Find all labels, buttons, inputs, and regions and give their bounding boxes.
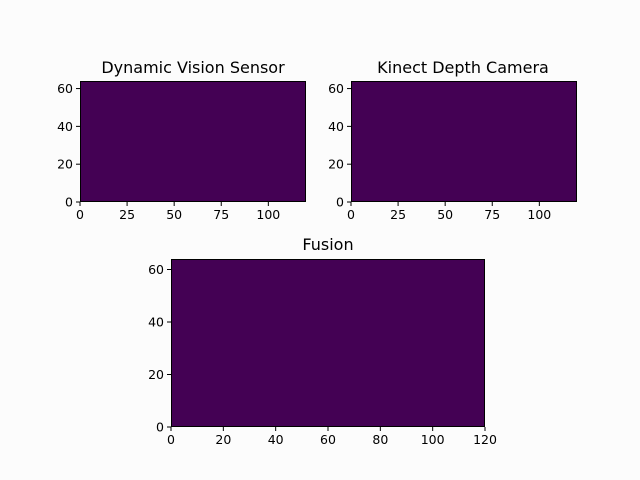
axis-ticks: 0 20 40 60 80 100 120 0 20 40 60	[148, 262, 497, 447]
panel-title: Dynamic Vision Sensor	[101, 58, 285, 77]
panel-title: Fusion	[302, 235, 353, 254]
x-tick-label: 40	[268, 432, 284, 447]
panel-dynamic-vision-sensor: Dynamic Vision Sensor 0 25 50 75 100 0 20 40 60	[57, 58, 306, 222]
x-tick-label: 50	[437, 207, 453, 222]
x-tick-label: 0	[76, 207, 84, 222]
heatmap-image	[171, 259, 485, 427]
axes-frame	[80, 81, 306, 202]
heatmap-image	[80, 81, 306, 202]
x-tick-label: 100	[256, 207, 280, 222]
y-tick-label: 0	[336, 195, 344, 210]
x-tick-label: 75	[213, 207, 229, 222]
x-tick-label: 20	[215, 432, 231, 447]
y-tick-label: 40	[328, 119, 344, 134]
axes-frame	[351, 81, 577, 202]
x-tick-label: 100	[421, 432, 445, 447]
axis-ticks: 0 25 50 75 100 0 20 40 60	[57, 81, 280, 222]
y-tick-label: 60	[57, 81, 73, 96]
x-tick-label: 0	[347, 207, 355, 222]
panel-title: Kinect Depth Camera	[377, 58, 549, 77]
x-tick-label: 120	[473, 432, 497, 447]
y-tick-label: 40	[148, 315, 164, 330]
y-tick-label: 60	[148, 262, 164, 277]
y-tick-label: 60	[328, 81, 344, 96]
panel-fusion: Fusion 0 20 40 60 80 100 120 0 20 40 60	[148, 235, 497, 447]
x-tick-label: 25	[119, 207, 135, 222]
x-tick-label: 75	[484, 207, 500, 222]
axis-ticks: 0 25 50 75 100 0 20 40 60	[328, 81, 551, 222]
y-tick-label: 40	[57, 119, 73, 134]
x-tick-label: 80	[372, 432, 388, 447]
y-tick-label: 20	[148, 367, 164, 382]
x-tick-label: 60	[320, 432, 336, 447]
y-tick-label: 0	[156, 420, 164, 435]
y-tick-label: 20	[328, 157, 344, 172]
y-tick-label: 20	[57, 157, 73, 172]
heatmap-image	[351, 81, 577, 202]
x-tick-label: 25	[390, 207, 406, 222]
x-tick-label: 100	[527, 207, 551, 222]
x-tick-label: 50	[166, 207, 182, 222]
axes-frame	[171, 259, 485, 427]
panel-kinect-depth-camera: Kinect Depth Camera 0 25 50 75 100 0 20 40 60	[328, 58, 577, 222]
y-tick-label: 0	[65, 195, 73, 210]
x-tick-label: 0	[167, 432, 175, 447]
